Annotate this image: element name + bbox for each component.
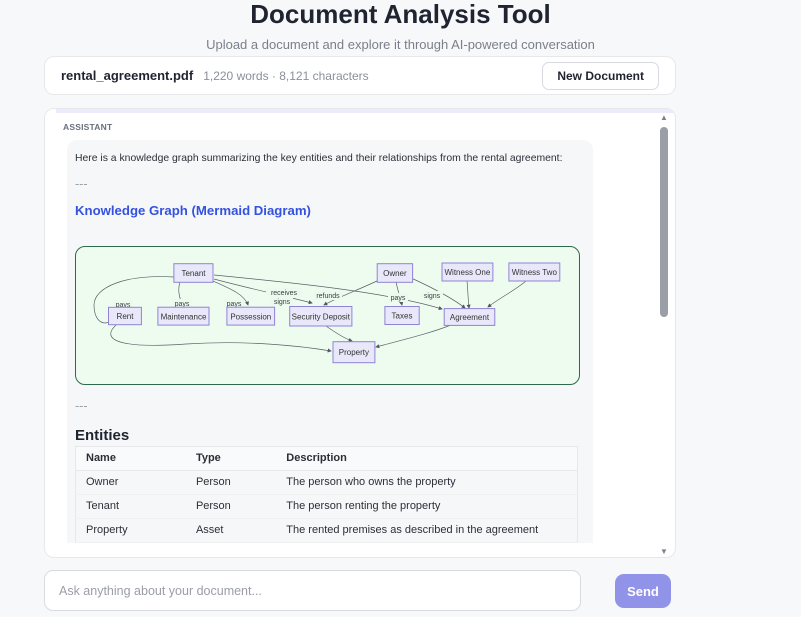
svg-text:Maintenance: Maintenance	[161, 312, 207, 321]
svg-text:Witness Two: Witness Two	[512, 268, 558, 277]
svg-text:refunds: refunds	[316, 293, 340, 300]
svg-text:Taxes: Taxes	[392, 311, 413, 320]
svg-text:signs: signs	[274, 299, 291, 306]
svg-text:Tenant: Tenant	[181, 269, 206, 278]
svg-text:Rent: Rent	[117, 312, 135, 321]
svg-text:Property: Property	[339, 348, 369, 357]
svg-text:Possession: Possession	[230, 312, 271, 321]
svg-text:pays: pays	[391, 295, 406, 302]
svg-text:Agreement: Agreement	[450, 313, 490, 322]
svg-text:Security Deposit: Security Deposit	[292, 312, 351, 321]
svg-text:signs: signs	[424, 293, 441, 300]
svg-text:Owner: Owner	[383, 269, 407, 278]
svg-text:receives: receives	[271, 290, 298, 297]
svg-text:Witness One: Witness One	[445, 268, 491, 277]
